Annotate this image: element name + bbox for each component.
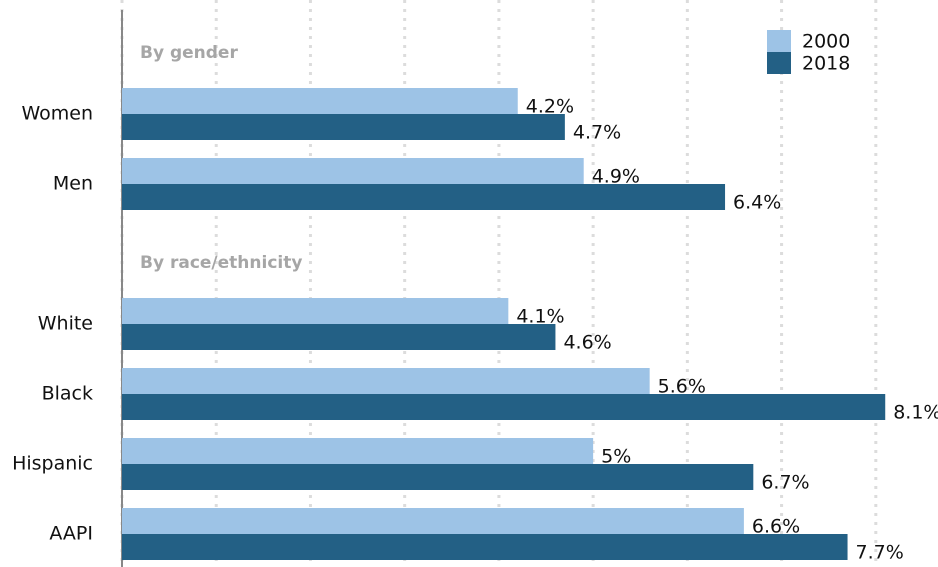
category-label: Women: [21, 103, 93, 125]
bar: [122, 184, 726, 210]
bar: [122, 394, 886, 420]
legend-swatch: [767, 30, 791, 52]
category-label: Hispanic: [12, 453, 93, 475]
bar: [122, 298, 509, 324]
value-label: 6.7%: [761, 472, 809, 494]
section-header: By gender: [140, 43, 238, 63]
legend-swatch: [767, 52, 791, 74]
bar: [122, 534, 848, 560]
bar: [122, 464, 754, 490]
category-label: Black: [42, 383, 93, 405]
value-label: 4.2%: [526, 96, 574, 118]
bar: [122, 368, 650, 394]
value-label: 4.7%: [573, 122, 621, 144]
value-label: 6.4%: [733, 192, 781, 214]
value-label: 7.7%: [856, 542, 904, 564]
bar: [122, 158, 584, 184]
bar: [122, 508, 744, 534]
category-label: Men: [53, 173, 93, 195]
bar: [122, 324, 556, 350]
bar: [122, 88, 518, 114]
value-label: 4.1%: [516, 306, 564, 328]
value-label: 8.1%: [893, 402, 938, 424]
bar: [122, 438, 594, 464]
value-label: 4.6%: [563, 332, 611, 354]
category-label: AAPI: [49, 523, 93, 545]
legend-label: 2018: [802, 53, 850, 75]
category-label: White: [38, 313, 93, 335]
value-label: 5.6%: [658, 376, 706, 398]
bar: [122, 114, 565, 140]
value-label: 6.6%: [752, 516, 800, 538]
section-header: By race/ethnicity: [140, 253, 302, 273]
legend-label: 2000: [802, 31, 850, 53]
value-label: 5%: [601, 446, 631, 468]
value-label: 4.9%: [592, 166, 640, 188]
